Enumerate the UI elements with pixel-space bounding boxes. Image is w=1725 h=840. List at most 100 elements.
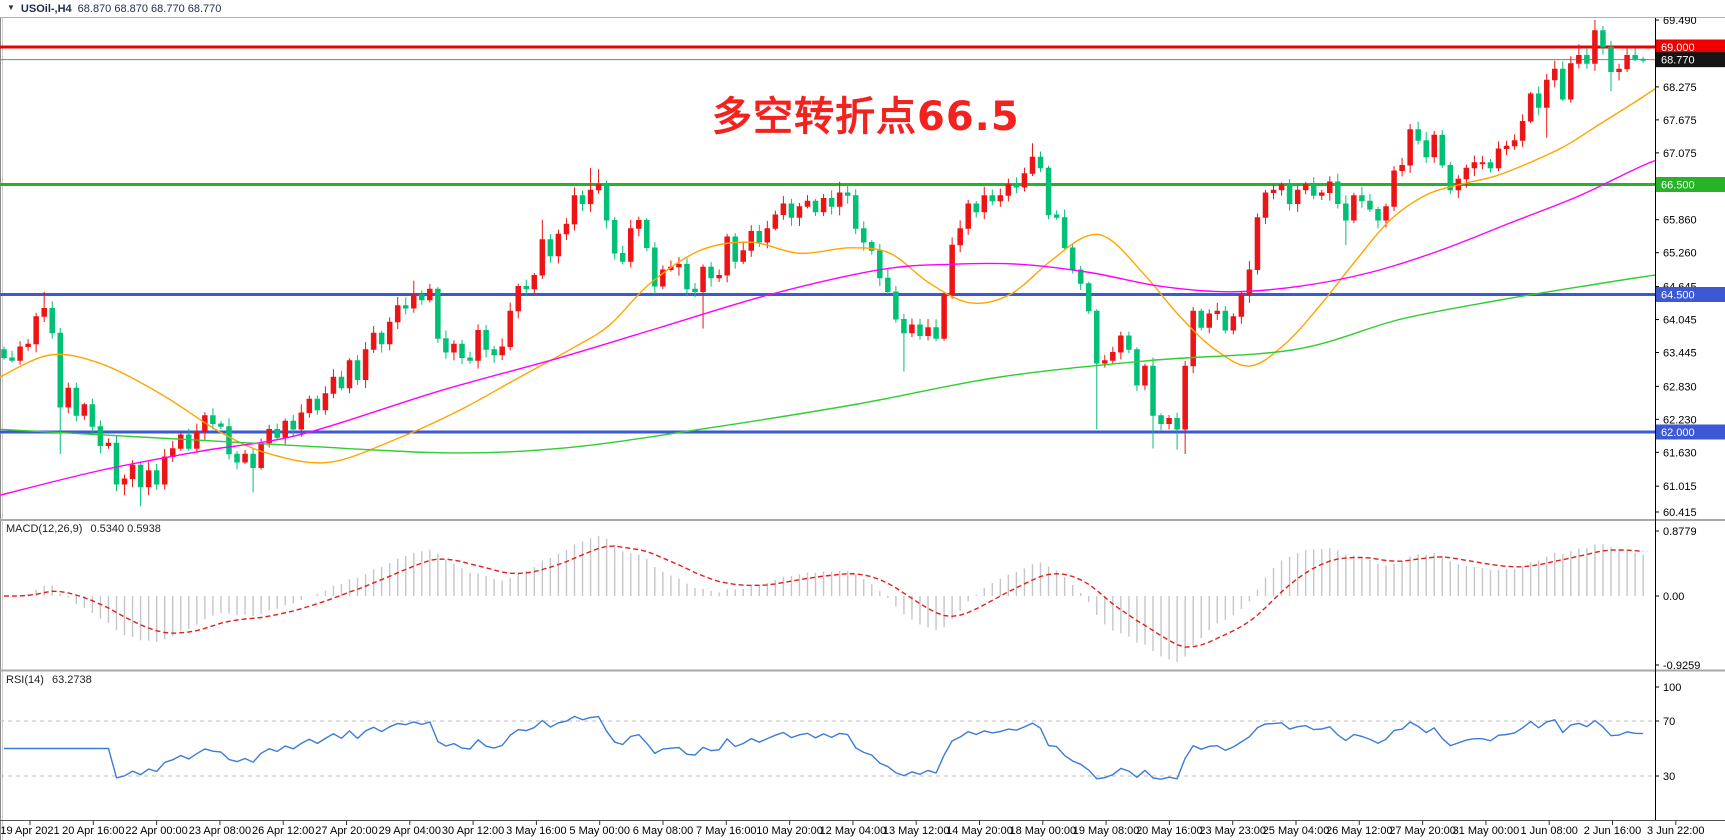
- candle-body: [370, 332, 377, 350]
- price-badge-62.000: [1656, 424, 1725, 440]
- candle-body: [1632, 55, 1638, 60]
- time-axis-label: 6 May 08:00: [633, 825, 694, 837]
- candle-body: [467, 357, 473, 361]
- candle-body: [1407, 129, 1413, 166]
- candle-body: [113, 442, 120, 485]
- candle-body: [290, 420, 297, 430]
- candle-body: [860, 228, 867, 243]
- rsi-line: [4, 715, 1644, 780]
- candle-body: [242, 453, 248, 463]
- candle-body: [531, 275, 538, 290]
- candle-body: [9, 357, 15, 361]
- price-axis[interactable]: 69.49068.27567.67567.07565.86065.26064.6…: [1655, 15, 1725, 783]
- macd-panel[interactable]: [3, 535, 1644, 662]
- price-badge-label: 69.000: [1661, 42, 1695, 54]
- candle-body: [748, 231, 755, 251]
- candle-body: [1375, 209, 1381, 221]
- candle-body: [1471, 162, 1478, 169]
- candle-body: [1624, 55, 1630, 70]
- time-axis[interactable]: 19 Apr 2021 20 Apr 16:00 22 Apr 00:00 23 Ap…: [0, 821, 1705, 837]
- candle-body: [306, 398, 313, 413]
- candle-body: [877, 250, 883, 279]
- candle-body: [989, 195, 996, 202]
- candle-body: [1037, 156, 1044, 169]
- rsi-axis-label: 100: [1663, 682, 1681, 694]
- time-axis-label: 14 May 20:00: [946, 825, 1013, 837]
- price-axis-label: 67.675: [1663, 115, 1697, 127]
- candle-body: [933, 327, 939, 339]
- candle-body: [394, 305, 401, 323]
- candle-body: [1270, 189, 1277, 193]
- price-axis-label: 65.860: [1663, 215, 1697, 227]
- candle-body: [869, 242, 875, 251]
- macd-signal-line: [3, 545, 1644, 648]
- candle-body: [563, 223, 570, 235]
- rsi-axis-label: 70: [1663, 716, 1675, 728]
- ma-mid-line: [0, 159, 1655, 496]
- candle-body: [925, 327, 931, 336]
- candle-body: [81, 404, 88, 416]
- candle-body: [1535, 93, 1542, 108]
- candle-body: [1439, 134, 1446, 166]
- price-badge-label: 68.770: [1661, 55, 1695, 67]
- candle-body: [836, 192, 843, 207]
- candle-body: [1495, 148, 1502, 169]
- price-badge-68.770: [1656, 52, 1725, 68]
- chart-header: ▼ USOil-,H4 68.870 68.870 68.770 68.770: [0, 0, 1725, 17]
- time-axis-label: 30 Apr 12:00: [442, 825, 504, 837]
- macd-label: MACD(12,26,9): [6, 523, 83, 535]
- candle-body: [1447, 165, 1454, 191]
- candle-body: [226, 426, 232, 455]
- candle-body: [555, 233, 562, 257]
- candle-body: [917, 324, 923, 336]
- price-axis-label: 60.415: [1663, 507, 1697, 519]
- candle-body: [627, 228, 634, 262]
- candle-body: [1158, 415, 1164, 424]
- candle-body: [1552, 68, 1558, 81]
- candle-body: [1415, 129, 1421, 141]
- candle-body: [611, 220, 618, 254]
- candle-body: [1077, 269, 1084, 284]
- candle-body: [419, 294, 425, 301]
- candle-body: [1568, 63, 1574, 100]
- rsi-panel[interactable]: [0, 715, 1655, 780]
- candle-body: [1318, 192, 1325, 196]
- candle-body: [1423, 140, 1429, 158]
- candle-body: [41, 308, 47, 317]
- candle-body: [129, 464, 136, 479]
- candle-body: [507, 310, 513, 347]
- candle-body: [282, 420, 288, 438]
- price-axis-label: 65.260: [1663, 248, 1697, 260]
- candle-body: [386, 321, 393, 345]
- candle-body: [547, 239, 554, 257]
- candle-body: [57, 332, 63, 408]
- chevron-down-icon[interactable]: ▼: [7, 3, 15, 12]
- candle-body: [973, 203, 979, 213]
- candle-body: [17, 346, 23, 361]
- main-chart-panel[interactable]: [0, 20, 1690, 507]
- candle-body: [740, 250, 746, 262]
- candle-body: [1102, 360, 1108, 364]
- candle-body: [186, 434, 192, 449]
- time-axis-label: 20 May 16:00: [1136, 825, 1203, 837]
- candle-body: [1359, 195, 1365, 202]
- candle-body: [957, 228, 963, 246]
- candle-body: [619, 253, 626, 262]
- candle-body: [1061, 217, 1068, 248]
- candle-body: [49, 308, 55, 334]
- candle-body: [1262, 192, 1269, 218]
- candle-body: [1206, 313, 1212, 328]
- candle-body: [636, 220, 642, 229]
- candle-body: [1294, 189, 1301, 204]
- rsi-indicator-label: RSI(14) 63.2738: [6, 674, 92, 686]
- candle-body: [25, 343, 31, 347]
- candle-body: [1, 349, 7, 358]
- time-axis-label: 7 May 16:00: [696, 825, 757, 837]
- candle-body: [909, 324, 915, 334]
- candles: [1, 20, 1646, 507]
- candle-body: [828, 198, 835, 207]
- candle-body: [571, 195, 578, 225]
- time-axis-label: 10 May 20:00: [756, 825, 823, 837]
